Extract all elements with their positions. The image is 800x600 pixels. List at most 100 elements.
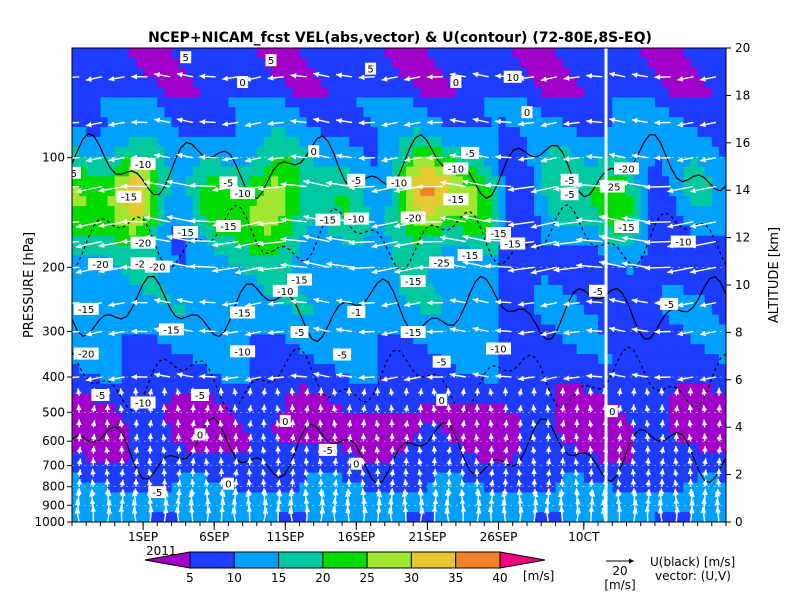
speed-cell (306, 265, 315, 276)
speed-cell (598, 206, 606, 217)
speed-cell (612, 67, 620, 79)
wind-vector (616, 479, 622, 487)
speed-cell (406, 344, 414, 355)
speed-cell (370, 225, 379, 237)
speed-cell (100, 314, 109, 326)
speed-cell (669, 196, 677, 207)
speed-cell (683, 383, 692, 395)
speed-cell (285, 48, 293, 59)
speed-cell (292, 196, 301, 207)
speed-cell (598, 235, 606, 247)
speed-cell (342, 87, 350, 98)
speed-cell (647, 87, 656, 98)
speed-cell (214, 176, 222, 187)
speed-cell (384, 57, 393, 69)
speed-cell (406, 97, 414, 108)
speed-cell (192, 275, 201, 286)
speed-cell (72, 443, 80, 454)
speed-cell (327, 225, 336, 237)
speed-cell (448, 472, 457, 484)
speed-cell (306, 314, 315, 326)
speed-cell (555, 512, 564, 522)
speed-cell (647, 443, 656, 454)
speed-cell (370, 403, 379, 414)
speed-cell (598, 275, 606, 286)
speed-cell (342, 452, 350, 464)
speed-cell (583, 127, 592, 138)
speed-cell (178, 206, 187, 217)
speed-cell (327, 334, 336, 345)
speed-cell (327, 245, 336, 256)
speed-cell (107, 294, 116, 306)
speed-cell (135, 354, 144, 365)
speed-cell (79, 383, 87, 395)
wind-vector (630, 458, 637, 466)
speed-cell (299, 166, 308, 177)
speed-cell (114, 127, 123, 138)
speed-cell (377, 403, 386, 414)
speed-cell (399, 196, 407, 207)
speed-cell (72, 97, 80, 108)
speed-cell (605, 127, 613, 138)
speed-cell (86, 472, 94, 484)
speed-cell (683, 196, 692, 207)
speed-cell (598, 452, 606, 464)
speed-cell (519, 492, 528, 503)
speed-cell (519, 176, 528, 187)
wind-vector (72, 376, 80, 379)
speed-cell (278, 196, 286, 207)
speed-cell (93, 324, 102, 335)
speed-cell (178, 393, 187, 405)
speed-cell (711, 393, 720, 405)
speed-cell (342, 314, 350, 326)
speed-cell (399, 294, 407, 306)
speed-cell (612, 196, 620, 207)
speed-cell (306, 176, 315, 187)
speed-cell (391, 472, 400, 484)
speed-cell (718, 136, 726, 148)
speed-cell (676, 393, 684, 405)
speed-cell (135, 413, 144, 424)
speed-cell (299, 127, 308, 138)
speed-cell (128, 492, 137, 503)
wind-vector (190, 446, 196, 454)
speed-cell (292, 77, 301, 89)
wind-vector (262, 499, 269, 515)
speed-cell (406, 77, 414, 89)
speed-cell (263, 502, 272, 513)
speed-cell (711, 423, 720, 434)
speed-cell (434, 225, 443, 237)
wind-vector (417, 446, 423, 454)
speed-cell (406, 67, 414, 79)
wind-vector (222, 375, 239, 382)
speed-cell (114, 87, 123, 98)
speed-cell (150, 57, 158, 69)
speed-cell (221, 127, 229, 138)
speed-cell (285, 344, 293, 355)
speed-cell (157, 383, 166, 395)
speed-cell (555, 383, 564, 395)
speed-cell (249, 127, 258, 138)
speed-cell (555, 97, 564, 108)
speed-cell (256, 156, 265, 168)
speed-cell (164, 136, 173, 148)
speed-cell (399, 364, 407, 375)
speed-cell (214, 393, 222, 405)
speed-cell (356, 57, 365, 69)
speed-cell (598, 413, 606, 424)
speed-cell (534, 423, 542, 434)
speed-cell (221, 452, 229, 464)
speed-cell (207, 423, 215, 434)
speed-cell (534, 255, 542, 266)
speed-cell (72, 512, 80, 522)
speed-cell (662, 502, 670, 513)
speed-cell (470, 373, 478, 385)
speed-cell (399, 57, 407, 69)
speed-cell (448, 285, 457, 296)
speed-cell (263, 354, 272, 365)
speed-cell (619, 344, 628, 355)
speed-cell (427, 443, 436, 454)
speed-cell (178, 87, 187, 98)
wind-vector (303, 488, 310, 497)
speed-cell (718, 225, 726, 237)
